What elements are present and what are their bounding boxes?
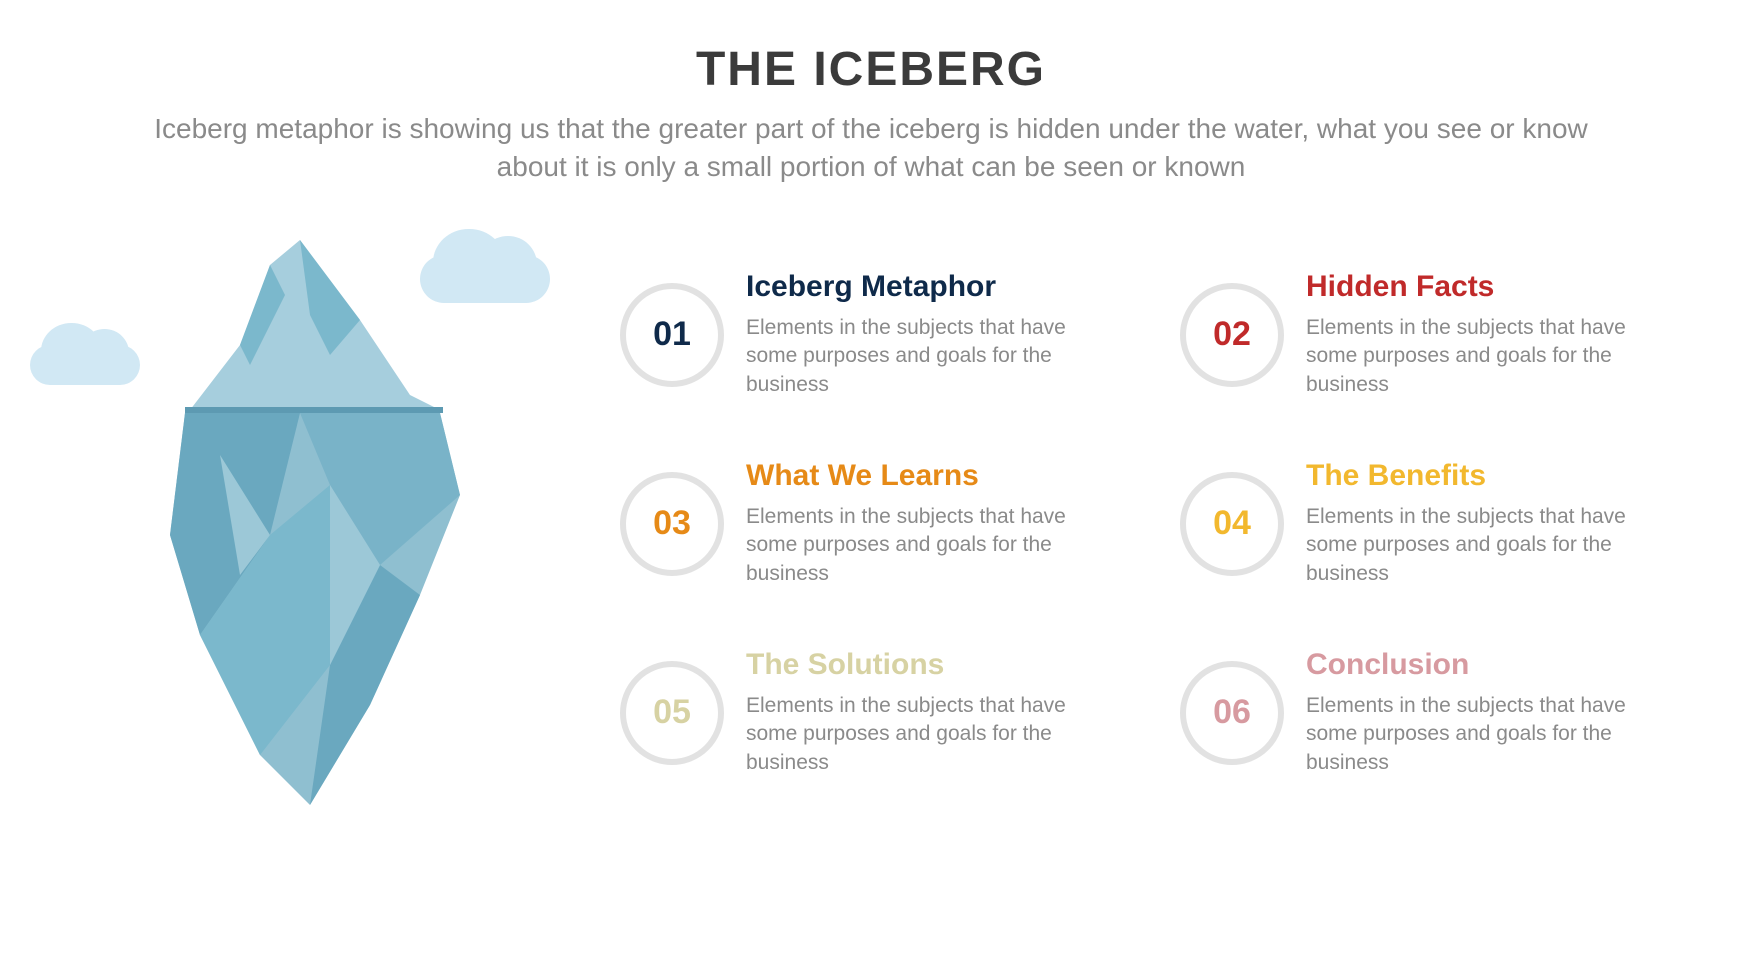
item-number-badge: 05 — [620, 661, 724, 765]
item-desc: Elements in the subjects that have some … — [746, 692, 1110, 777]
item-06: 06 Conclusion Elements in the subjects t… — [1180, 648, 1700, 777]
item-number-badge: 04 — [1180, 472, 1284, 576]
page-subtitle: Iceberg metaphor is showing us that the … — [120, 110, 1622, 186]
item-number-badge: 02 — [1180, 283, 1284, 387]
item-title: Hidden Facts — [1306, 270, 1670, 304]
item-04: 04 The Benefits Elements in the subjects… — [1180, 459, 1700, 588]
item-text: What We Learns Elements in the subjects … — [746, 459, 1140, 588]
item-title: Iceberg Metaphor — [746, 270, 1110, 304]
item-desc: Elements in the subjects that have some … — [1306, 503, 1670, 588]
iceberg-icon — [40, 235, 570, 835]
item-03: 03 What We Learns Elements in the subjec… — [620, 459, 1140, 588]
item-text: Iceberg Metaphor Elements in the subject… — [746, 270, 1140, 399]
item-title: The Solutions — [746, 648, 1110, 682]
item-text: The Solutions Elements in the subjects t… — [746, 648, 1140, 777]
item-desc: Elements in the subjects that have some … — [746, 503, 1110, 588]
page-title: THE ICEBERG — [0, 42, 1742, 97]
item-text: The Benefits Elements in the subjects th… — [1306, 459, 1700, 588]
item-01: 01 Iceberg Metaphor Elements in the subj… — [620, 270, 1140, 399]
item-title: What We Learns — [746, 459, 1110, 493]
item-02: 02 Hidden Facts Elements in the subjects… — [1180, 270, 1700, 399]
item-number-badge: 03 — [620, 472, 724, 576]
item-desc: Elements in the subjects that have some … — [1306, 314, 1670, 399]
item-number-badge: 06 — [1180, 661, 1284, 765]
iceberg-illustration — [40, 235, 570, 835]
item-title: Conclusion — [1306, 648, 1670, 682]
items-grid: 01 Iceberg Metaphor Elements in the subj… — [620, 270, 1700, 777]
item-05: 05 The Solutions Elements in the subject… — [620, 648, 1140, 777]
item-text: Conclusion Elements in the subjects that… — [1306, 648, 1700, 777]
item-number-badge: 01 — [620, 283, 724, 387]
item-desc: Elements in the subjects that have some … — [1306, 692, 1670, 777]
item-text: Hidden Facts Elements in the subjects th… — [1306, 270, 1700, 399]
item-title: The Benefits — [1306, 459, 1670, 493]
item-desc: Elements in the subjects that have some … — [746, 314, 1110, 399]
